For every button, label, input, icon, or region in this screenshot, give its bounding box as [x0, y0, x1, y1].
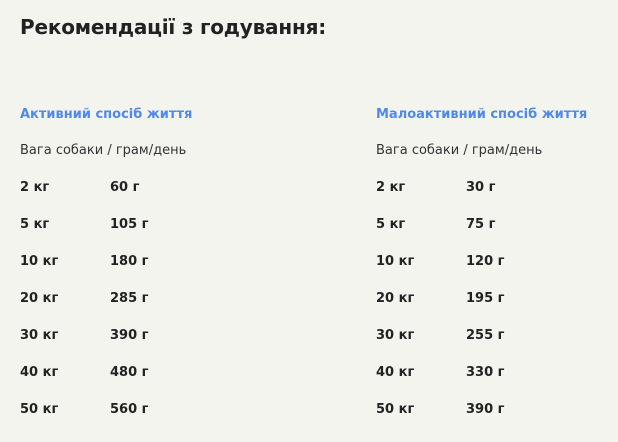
amount-cell: 330 г [466, 365, 505, 380]
amount-cell: 75 г [466, 217, 496, 232]
weight-cell: 50 кг [376, 402, 415, 417]
weight-cell: 2 кг [20, 180, 50, 195]
amount-cell: 195 г [466, 291, 505, 306]
amount-cell: 560 г [110, 402, 149, 417]
weight-cell: 30 кг [20, 328, 59, 343]
active-lifestyle-section: Активний спосіб життя Вага собаки / грам… [20, 106, 192, 438]
amount-cell: 120 г [466, 254, 505, 269]
page-title: Рекомендації з годування: [20, 15, 327, 39]
table-row: 30 кг 255 г [376, 327, 587, 364]
weight-cell: 20 кг [376, 291, 415, 306]
section-heading: Малоактивний спосіб життя [376, 107, 588, 122]
table-row: 10 кг 120 г [376, 253, 587, 290]
amount-cell: 105 г [110, 217, 149, 232]
table-row: 50 кг 560 г [20, 401, 192, 438]
weight-cell: 50 кг [20, 402, 59, 417]
amount-cell: 390 г [466, 402, 505, 417]
amount-cell: 390 г [110, 328, 149, 343]
weight-cell: 10 кг [376, 254, 415, 269]
weight-cell: 10 кг [20, 254, 59, 269]
amount-cell: 60 г [110, 180, 140, 195]
table-row: 40 кг 480 г [20, 364, 192, 401]
table-row: 20 кг 195 г [376, 290, 587, 327]
amount-cell: 180 г [110, 254, 149, 269]
table-row: 20 кг 285 г [20, 290, 192, 327]
amount-cell: 285 г [110, 291, 149, 306]
table-row: 30 кг 390 г [20, 327, 192, 364]
table-row: 50 кг 390 г [376, 401, 587, 438]
weight-cell: 2 кг [376, 180, 406, 195]
feeding-table: 2 кг 30 г 5 кг 75 г 10 кг 120 г 20 кг 195 г 30 к… [376, 179, 587, 438]
table-row: 10 кг 180 г [20, 253, 192, 290]
weight-cell: 5 кг [20, 217, 50, 232]
table-row: 2 кг 30 г [376, 179, 587, 216]
weight-cell: 5 кг [376, 217, 406, 232]
amount-cell: 30 г [466, 180, 496, 195]
table-header: Вага собаки / грам/день [376, 143, 543, 158]
section-heading: Активний спосіб життя [20, 107, 193, 122]
weight-cell: 40 кг [376, 365, 415, 380]
amount-cell: 480 г [110, 365, 149, 380]
feeding-table: 2 кг 60 г 5 кг 105 г 10 кг 180 г 20 кг 285 г 30 … [20, 179, 192, 438]
table-header: Вага собаки / грам/день [20, 143, 187, 158]
table-row: 40 кг 330 г [376, 364, 587, 401]
table-row: 5 кг 105 г [20, 216, 192, 253]
amount-cell: 255 г [466, 328, 505, 343]
low-activity-lifestyle-section: Малоактивний спосіб життя Вага собаки / … [376, 106, 587, 438]
table-row: 5 кг 75 г [376, 216, 587, 253]
weight-cell: 30 кг [376, 328, 415, 343]
weight-cell: 40 кг [20, 365, 59, 380]
table-row: 2 кг 60 г [20, 179, 192, 216]
weight-cell: 20 кг [20, 291, 59, 306]
